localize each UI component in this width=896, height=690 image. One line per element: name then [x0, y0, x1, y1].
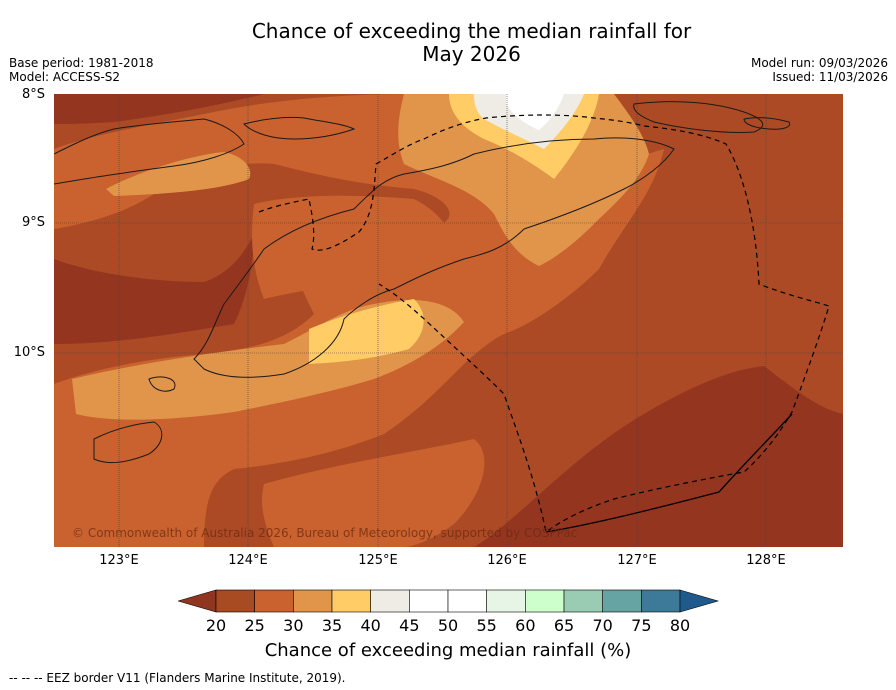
colorbar-segment [370, 589, 410, 613]
base-period: Base period: 1981-2018 [9, 56, 154, 70]
contour-20-southeast [474, 366, 843, 547]
lon-label-127e: 127°E [617, 553, 657, 568]
contour-30-nw-patch [106, 152, 251, 196]
colorbar-segment [254, 589, 294, 613]
model-name: Model: ACCESS-S2 [9, 70, 121, 84]
colorbar-tick-label: 25 [244, 616, 265, 635]
lon-label-126e: 126°E [487, 553, 527, 568]
coastline-roti [148, 376, 176, 392]
graticule [54, 94, 843, 547]
colorbar-tick-label: 45 [399, 616, 420, 635]
lat-label-8s: 8°S [21, 87, 45, 102]
contour-25-south [262, 439, 485, 547]
eez-footnote: -- -- -- EEZ border V11 (Flanders Marine… [9, 671, 346, 685]
colorbar-segment [447, 589, 487, 613]
contour-35-south [309, 299, 424, 364]
colorbar-segment [641, 589, 681, 613]
title-line-2: May 2026 [422, 42, 521, 66]
eez-border-solid-south [545, 413, 793, 533]
contour-45-north [506, 94, 564, 130]
title-line-1: Chance of exceeding the median rainfall … [251, 19, 692, 43]
coastline-timor [193, 137, 675, 378]
lon-label-125e: 125°E [358, 553, 398, 568]
colorbar-tick-label: 70 [592, 616, 613, 635]
lat-label-9s: 9°S [21, 215, 45, 230]
colorbar-tick-label: 35 [321, 616, 343, 635]
contour-25-upper [252, 195, 454, 299]
chart-title: Chance of exceeding the median rainfall … [0, 20, 896, 66]
lat-label-10s: 10°S [13, 345, 45, 360]
colorbar-tick-label: 80 [669, 616, 691, 635]
colorbar-tick-label: 40 [360, 616, 381, 635]
colorbar-tick-label: 50 [437, 616, 459, 635]
colorbar-tick-label: 65 [553, 616, 575, 635]
colorbar-segment [409, 589, 449, 613]
colorbar-segment [486, 589, 526, 613]
contour-20-west [54, 234, 254, 344]
colorbar-segment [602, 589, 642, 613]
colorbar-tick-label: 55 [476, 616, 497, 635]
colorbar-tick-label: 20 [205, 616, 227, 635]
rainfall-map [54, 94, 843, 547]
colorbar-low-arrow [178, 589, 217, 613]
colorbar-segment [293, 589, 333, 613]
lon-label-128e: 128°E [746, 553, 786, 568]
coastline-flores [54, 118, 245, 185]
colorbar-segment [563, 589, 603, 613]
colorbar-boxes [215, 589, 681, 613]
colorbar [178, 589, 720, 613]
lon-label-124e: 124°E [228, 553, 268, 568]
colorbar-segment [215, 589, 255, 613]
colorbar-high-arrow [679, 589, 720, 613]
coastline-wetar [633, 101, 764, 133]
colorbar-tick-label: 60 [515, 616, 536, 635]
issued-date: Issued: 11/03/2026 [772, 70, 888, 84]
colorbar-tick-label: 30 [283, 616, 304, 635]
colorbar-title: Chance of exceeding median rainfall (%) [264, 640, 632, 661]
coastline-leti [743, 117, 791, 130]
colorbar-segment [331, 589, 371, 613]
eez-border [258, 114, 830, 534]
lon-label-123e: 123°E [99, 553, 139, 568]
colorbar-segment [525, 589, 565, 613]
coastline-sumba [93, 421, 163, 464]
contour-20-nw [54, 94, 264, 124]
copyright-notice: © Commonwealth of Australia 2026, Bureau… [72, 526, 578, 540]
colorbar-tick-label: 75 [631, 616, 652, 635]
coastlines [54, 101, 791, 464]
meta-left: Base period: 1981-2018 Model: ACCESS-S2 [9, 56, 154, 84]
meta-right: Model run: 09/03/2026 Issued: 11/03/2026 [751, 56, 888, 84]
coastline-alor [243, 116, 356, 140]
model-run: Model run: 09/03/2026 [750, 56, 888, 70]
